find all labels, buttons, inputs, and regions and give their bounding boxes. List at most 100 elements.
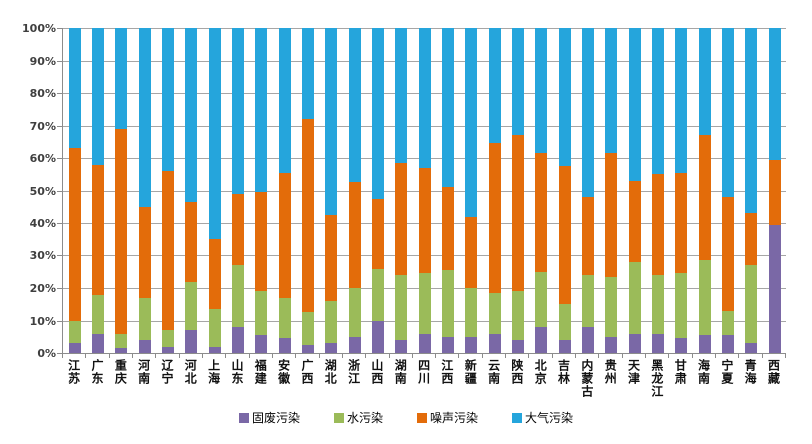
x-axis-label: 西藏 bbox=[766, 359, 781, 385]
x-label-cell: 黑龙江 bbox=[645, 359, 668, 398]
x-tick-mark bbox=[785, 354, 786, 358]
bar-cell bbox=[203, 28, 226, 353]
bar-series-container bbox=[63, 28, 786, 353]
x-axis-label: 云南 bbox=[486, 359, 501, 385]
bar-segment bbox=[675, 172, 688, 274]
bar-segment bbox=[185, 201, 198, 282]
bar-segment bbox=[301, 119, 314, 313]
stacked-bar bbox=[605, 28, 618, 353]
bar-segment bbox=[441, 270, 454, 337]
x-tick-mark bbox=[201, 354, 203, 358]
bar-segment bbox=[255, 192, 268, 292]
x-axis-label: 重庆 bbox=[113, 359, 128, 385]
stacked-bar bbox=[535, 28, 548, 353]
x-axis-label: 陕西 bbox=[509, 359, 524, 385]
bar-segment bbox=[441, 28, 454, 188]
bar-segment bbox=[418, 333, 431, 353]
bar-segment bbox=[465, 28, 478, 217]
x-label-cell: 云南 bbox=[482, 359, 505, 398]
x-axis-label: 福建 bbox=[253, 359, 268, 385]
bar-segment bbox=[651, 174, 664, 275]
bar-cell bbox=[693, 28, 716, 353]
bar-segment bbox=[535, 271, 548, 327]
bar-segment bbox=[511, 135, 524, 292]
bar-cell bbox=[390, 28, 413, 353]
bar-segment bbox=[231, 265, 244, 327]
x-tick-mark bbox=[481, 354, 483, 358]
bar-segment bbox=[325, 28, 338, 215]
bar-segment bbox=[231, 28, 244, 194]
x-axis-label: 贵州 bbox=[603, 359, 618, 385]
stacked-bar bbox=[488, 28, 501, 353]
bar-segment bbox=[301, 344, 314, 353]
bar-segment bbox=[161, 330, 174, 347]
x-tick-mark bbox=[458, 354, 460, 358]
stacked-bar bbox=[581, 28, 594, 353]
bar-cell bbox=[133, 28, 156, 353]
bar-segment bbox=[488, 333, 501, 353]
y-tick-mark bbox=[57, 158, 62, 159]
bar-segment bbox=[605, 28, 618, 154]
x-axis-label: 甘肃 bbox=[673, 359, 688, 385]
x-label-cell: 上海 bbox=[202, 359, 225, 398]
bar-segment bbox=[721, 28, 734, 197]
stacked-bar bbox=[441, 28, 454, 353]
bar-segment bbox=[628, 180, 641, 262]
x-label-cell: 河北 bbox=[179, 359, 202, 398]
stacked-bar bbox=[138, 28, 151, 353]
stacked-bar bbox=[208, 28, 221, 353]
bar-segment bbox=[68, 343, 81, 353]
bar-cell bbox=[320, 28, 343, 353]
bar-segment bbox=[511, 340, 524, 353]
x-label-cell: 山西 bbox=[365, 359, 388, 398]
bar-segment bbox=[371, 320, 384, 353]
bar-segment bbox=[161, 171, 174, 331]
x-label-cell: 广东 bbox=[85, 359, 108, 398]
x-label-cell: 湖南 bbox=[389, 359, 412, 398]
stacked-bar bbox=[768, 28, 781, 353]
x-tick-mark bbox=[131, 354, 133, 358]
y-axis-label: 70% bbox=[29, 120, 56, 133]
x-tick-mark bbox=[178, 354, 180, 358]
x-axis-label: 海南 bbox=[696, 359, 711, 385]
x-axis-label: 浙江 bbox=[346, 359, 361, 385]
bar-segment bbox=[511, 28, 524, 136]
bar-segment bbox=[68, 148, 81, 321]
bar-segment bbox=[675, 28, 688, 173]
stacked-bar bbox=[745, 28, 758, 353]
bar-segment bbox=[418, 28, 431, 168]
x-label-cell: 西藏 bbox=[762, 359, 785, 398]
y-tick-mark bbox=[57, 28, 62, 29]
x-axis-label: 江苏 bbox=[66, 359, 81, 385]
x-tick-mark bbox=[528, 354, 530, 358]
y-axis-label: 20% bbox=[29, 282, 56, 295]
bar-segment bbox=[721, 197, 734, 311]
bar-segment bbox=[138, 28, 151, 207]
bar-segment bbox=[465, 288, 478, 337]
x-axis-label: 北京 bbox=[533, 359, 548, 385]
bar-cell bbox=[226, 28, 249, 353]
bar-segment bbox=[348, 288, 361, 337]
bar-segment bbox=[115, 348, 128, 353]
legend-swatch-icon bbox=[333, 413, 344, 423]
legend-swatch-icon bbox=[417, 413, 427, 423]
legend-item: 固废污染 bbox=[238, 412, 300, 424]
bar-cell bbox=[576, 28, 599, 353]
bar-segment bbox=[745, 28, 758, 214]
x-label-cell: 新疆 bbox=[459, 359, 482, 398]
bar-segment bbox=[465, 216, 478, 288]
x-label-cell: 安徽 bbox=[272, 359, 295, 398]
bar-segment bbox=[768, 159, 781, 225]
y-tick-mark bbox=[57, 93, 62, 94]
bar-segment bbox=[138, 340, 151, 353]
y-tick-mark bbox=[57, 61, 62, 62]
x-axis-label: 山东 bbox=[229, 359, 244, 385]
bar-segment bbox=[161, 28, 174, 171]
x-axis-label: 吉林 bbox=[556, 359, 571, 385]
stacked-bar bbox=[68, 28, 81, 353]
bar-cell bbox=[740, 28, 763, 353]
x-tick-mark bbox=[738, 354, 740, 358]
bar-segment bbox=[255, 335, 268, 353]
bar-segment bbox=[395, 28, 408, 163]
bar-segment bbox=[301, 312, 314, 345]
